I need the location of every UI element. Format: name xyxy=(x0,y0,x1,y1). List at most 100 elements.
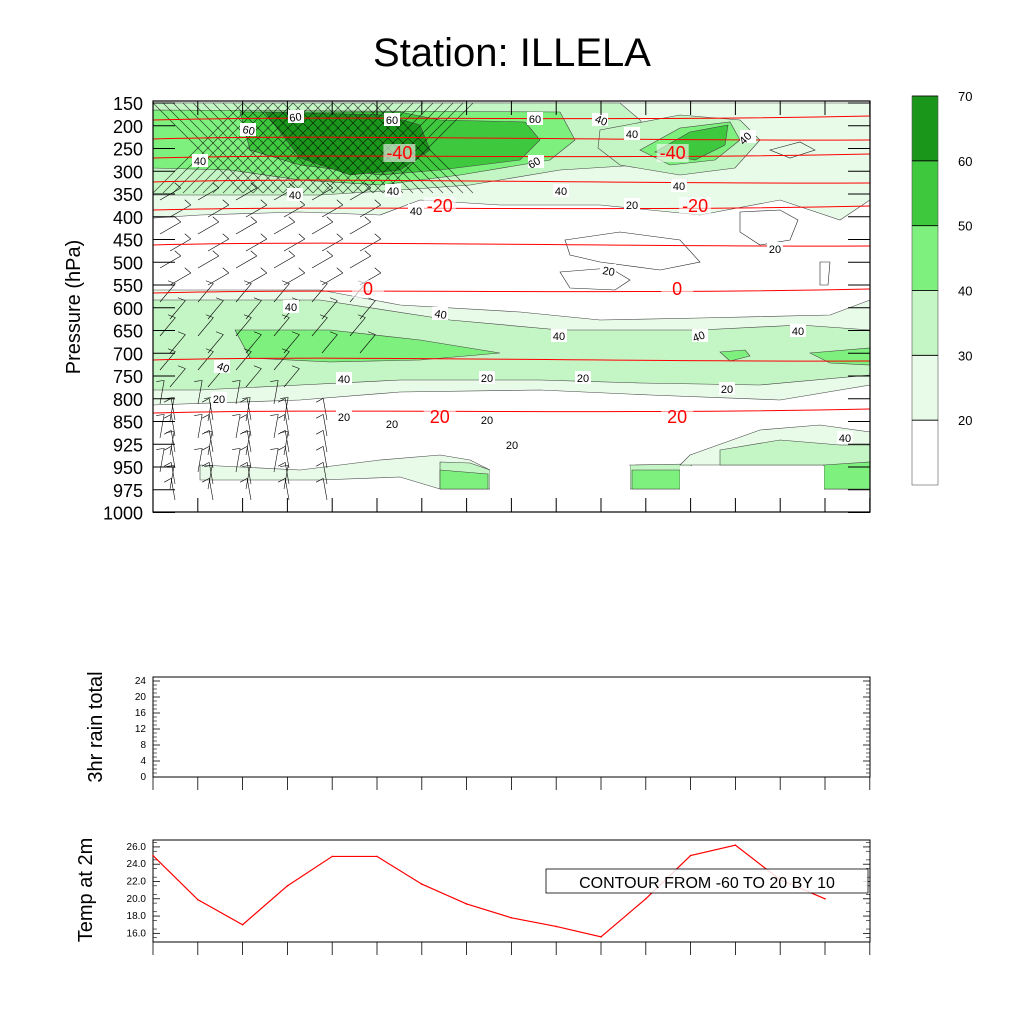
wind-barb-shaft xyxy=(159,448,165,473)
temp-2m-point xyxy=(241,923,244,926)
wind-barb-flag xyxy=(270,448,279,450)
wind-barb-flag xyxy=(184,267,191,274)
wind-speed-label-bg xyxy=(600,264,616,277)
wind-barb-flag xyxy=(177,331,186,335)
wind-barb-flag xyxy=(202,398,210,403)
temp-panel: 16.0 18.0 20.0 22.0 24.0 26.0 CONTOUR FROM -6… xyxy=(75,838,871,955)
wind-barb xyxy=(197,182,219,201)
wind-barb-shaft xyxy=(169,431,175,456)
wind-barb-shaft xyxy=(170,398,176,421)
wind-barb xyxy=(273,250,295,269)
masked-ground xyxy=(680,466,824,490)
wind-barb-flag xyxy=(164,462,172,467)
wind-barb xyxy=(242,397,251,422)
wind-barb-flag xyxy=(288,182,295,189)
wind-barb-flag xyxy=(164,478,172,483)
wind-barb-flag xyxy=(278,446,286,451)
wind-barb-shaft xyxy=(322,398,328,421)
wind-speed-label-bg xyxy=(214,360,230,373)
wind-barb-flag xyxy=(281,280,290,284)
wind-barb-shaft xyxy=(246,430,252,453)
wind-barb-flag xyxy=(232,414,241,416)
wind-barb xyxy=(240,446,252,469)
rain-tick-label: 16 xyxy=(135,708,147,719)
wind-barb-shaft xyxy=(284,462,290,485)
wind-barb-flag xyxy=(174,182,181,189)
temperature-contour-lines xyxy=(152,115,871,414)
wind-barb xyxy=(202,446,214,469)
contour-info-box xyxy=(545,868,869,894)
wind-barb xyxy=(197,348,214,371)
wind-barb-flag xyxy=(177,297,186,301)
wind-barb xyxy=(280,397,289,422)
wind-barb-flag xyxy=(240,446,248,451)
wind-barb-shaft xyxy=(359,238,381,252)
wind-barb-shaft xyxy=(169,397,175,422)
wind-barb-flag xyxy=(298,233,305,240)
wind-barb xyxy=(159,348,176,371)
wind-barb-shaft xyxy=(246,478,252,501)
wind-barb-flag xyxy=(253,331,262,335)
rain-tick-label: 24 xyxy=(135,676,147,687)
wind-barb xyxy=(349,182,371,201)
wind-barb xyxy=(194,448,203,473)
colorbar-box xyxy=(911,225,939,291)
temperature-contour-line xyxy=(152,288,871,294)
wind-barb xyxy=(197,250,219,269)
wind-speed-label-bg xyxy=(624,198,640,211)
wind-barb-flag xyxy=(204,465,213,467)
wind-barb xyxy=(204,465,213,490)
wind-barb-shaft xyxy=(197,380,203,405)
wind-speed-contour-label: 40 xyxy=(289,190,301,202)
wind-barb xyxy=(166,431,175,456)
wind-barb xyxy=(240,414,252,437)
temp-2m-point xyxy=(645,897,647,900)
wind-speed-contour-label: 40 xyxy=(433,308,447,322)
wind-barb-flag xyxy=(156,414,165,416)
wind-speed-contour-label: 60 xyxy=(526,155,543,172)
colorbar-box xyxy=(911,290,939,356)
wind-barb-flag xyxy=(164,446,172,451)
wind-barb xyxy=(232,380,241,405)
wind-barb xyxy=(202,430,214,453)
wind-speed-label-bg xyxy=(288,110,304,123)
wind-barb xyxy=(232,448,241,473)
wind-barb-shaft xyxy=(197,351,214,371)
wind-barb-shaft xyxy=(283,334,300,354)
temp-2m-series-line xyxy=(152,844,826,938)
wind-barb-shaft xyxy=(197,255,219,269)
wind-barb xyxy=(245,365,262,388)
wind-barb-shaft xyxy=(159,221,181,235)
wind-barb-shaft xyxy=(207,204,229,218)
wind-speed-label-bg xyxy=(432,307,448,320)
wind-speed-contour-label: 40 xyxy=(691,329,707,344)
wind-barb-shaft xyxy=(208,462,214,485)
temperature-label-bg xyxy=(423,408,456,426)
pressure-tick-label: 250 xyxy=(113,140,143,160)
wind-barb-shaft xyxy=(169,334,186,354)
wind-barb xyxy=(280,431,289,456)
wind-barb-shaft xyxy=(169,238,191,252)
wind-barb xyxy=(202,462,214,485)
wind-barb-flag xyxy=(232,380,241,382)
pressure-tick-label: 600 xyxy=(113,299,143,319)
rain-tick-label: 20 xyxy=(135,692,147,703)
wind-barb xyxy=(166,465,175,490)
colorbar-boxes xyxy=(911,95,939,486)
wind-barb-shaft xyxy=(311,255,333,269)
wind-barb-shaft xyxy=(169,300,186,320)
wind-speed-label-bg xyxy=(719,382,735,395)
wind-barb xyxy=(245,331,262,354)
wind-barb-flag xyxy=(278,414,286,419)
pressure-tick-label: 400 xyxy=(113,208,143,228)
wind-speed-contour-line xyxy=(564,231,701,271)
wind-barb-flag xyxy=(202,462,210,467)
wind-barb-shaft xyxy=(170,462,176,485)
temp-2m-point xyxy=(824,897,826,900)
wind-barb xyxy=(321,331,338,354)
wind-barb-shaft xyxy=(284,414,290,437)
wind-barb-flag xyxy=(336,233,343,240)
wind-speed-contour-label: 40 xyxy=(194,156,206,168)
wind-barb-flag xyxy=(319,314,328,318)
wind-barb xyxy=(156,448,165,473)
